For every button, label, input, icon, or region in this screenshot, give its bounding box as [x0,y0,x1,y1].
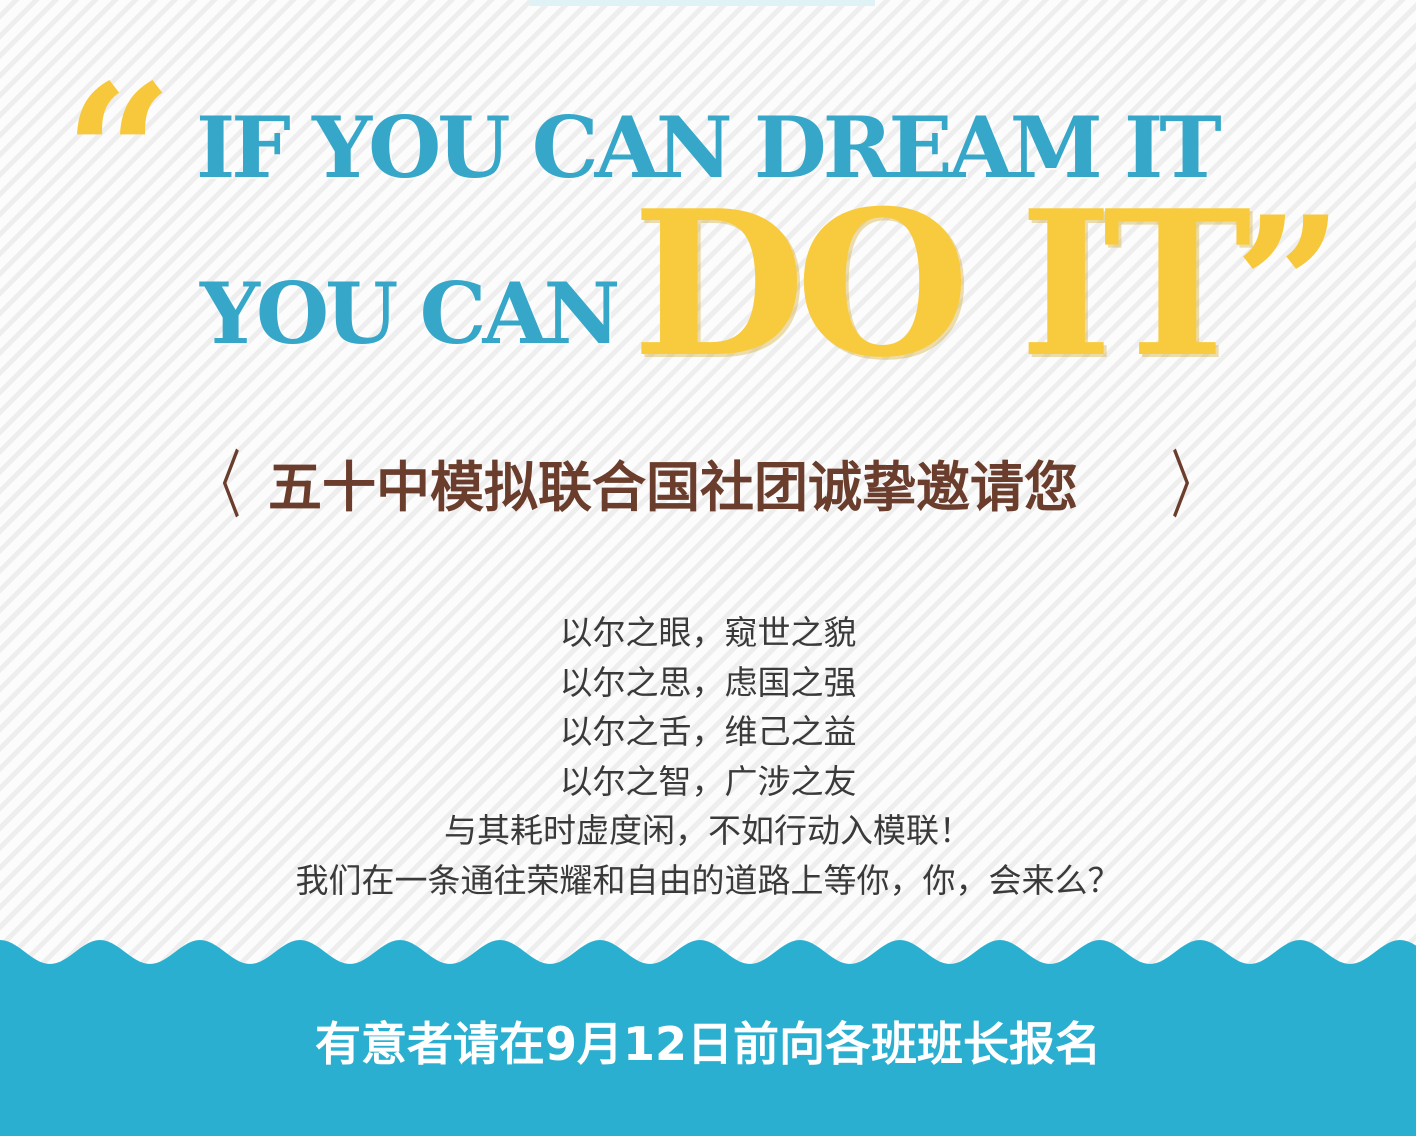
headline-emphasis: DO IT [632,167,1252,402]
left-bracket-icon: 〈 [196,443,242,529]
open-quote-mark: “ [64,43,173,266]
poem-line: 以尔之眼，窥世之貌 [559,613,857,652]
headline-line-2: YOU CAN [200,264,620,363]
signup-notice: 有意者请在9月12日前向各班班长报名 [314,1017,1102,1071]
poem-line: 我们在一条通往荣耀和自由的道路上等你，你，会来么？ [295,860,1121,900]
wave-divider [0,940,1416,988]
invitation-title: 五十中模拟联合国社团诚挚邀请您 [268,456,1078,519]
poem-line: 以尔之智，广涉之友 [559,761,857,801]
poem-line: 以尔之思，虑国之强 [559,662,857,702]
poem-line: 与其耗时虚度闲，不如行动入模联！ [444,811,972,850]
right-bracket-icon: 〉 [1170,443,1216,529]
headline-line-1: IF YOU CAN DREAM IT [196,98,1222,197]
poem-line: 以尔之舌，维己之益 [559,712,857,751]
top-accent-bar [530,0,875,6]
footer-band [0,980,1416,1136]
close-quote-mark: ” [1234,175,1343,398]
poem-block: 以尔之眼，窥世之貌 以尔之思，虑国之强 以尔之舌，维己之益 以尔之智，广涉之友 … [0,608,1416,905]
